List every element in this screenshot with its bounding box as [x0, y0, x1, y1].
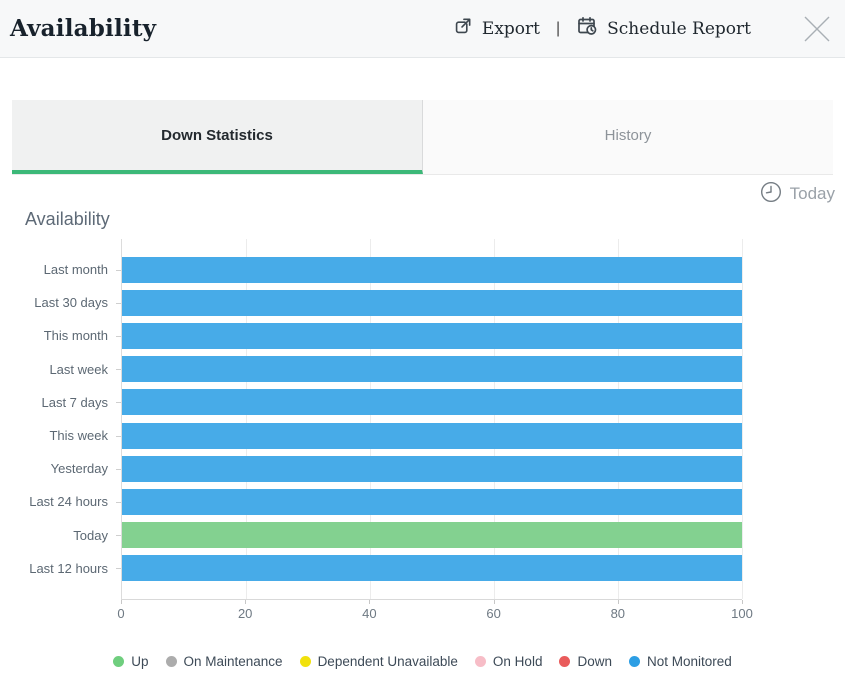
legend-item[interactable]: On Hold — [474, 653, 543, 669]
legend-label: Down — [577, 653, 612, 669]
schedule-report-icon — [576, 15, 598, 42]
chart-bar[interactable] — [122, 522, 742, 549]
legend-label: On Hold — [492, 653, 543, 669]
tab-history[interactable]: History — [423, 100, 833, 174]
x-tick-mark — [742, 599, 743, 604]
chart-bar[interactable] — [122, 356, 742, 383]
bar-row — [122, 319, 742, 352]
tab-bar: Down Statistics History — [12, 100, 833, 175]
legend-dot — [113, 655, 125, 667]
close-button[interactable] — [801, 13, 833, 45]
category-label: Today — [0, 519, 121, 552]
legend-dot — [474, 655, 486, 667]
header-separator: | — [555, 19, 561, 37]
y-axis-labels: Last month Last 30 days This month Last wee… — [0, 239, 121, 600]
x-axis: 0 20 40 60 80 100 — [117, 599, 753, 626]
x-tick-label: 100 — [731, 605, 753, 621]
clock-icon — [760, 181, 782, 208]
x-tick-label: 20 — [237, 605, 253, 621]
legend-dot — [299, 655, 311, 667]
gridline — [742, 239, 743, 599]
legend-label: Up — [131, 653, 149, 669]
bar-row — [122, 386, 742, 419]
tab-down-statistics[interactable]: Down Statistics — [12, 100, 423, 174]
x-tick-label: 80 — [610, 605, 626, 621]
chart-bar[interactable] — [122, 422, 742, 449]
gridline — [246, 239, 247, 599]
bar-row — [122, 519, 742, 552]
x-tick-label: 40 — [362, 605, 377, 621]
export-icon — [452, 16, 473, 42]
gridline — [370, 239, 371, 599]
category-label: Last 12 hours — [0, 552, 121, 585]
category-label: Last month — [0, 253, 121, 286]
x-tick-mark — [617, 599, 619, 604]
close-icon — [804, 16, 830, 41]
x-tick-mark — [121, 599, 122, 604]
plot-area — [121, 239, 743, 600]
legend-dot — [559, 655, 571, 667]
category-label: This month — [0, 319, 121, 352]
bar-row — [122, 353, 742, 386]
legend-item[interactable]: Up — [113, 653, 149, 669]
dialog-title: Availability — [10, 15, 157, 42]
schedule-report-button[interactable]: Schedule Report — [576, 15, 751, 42]
chart-bar[interactable] — [122, 555, 742, 582]
legend-item[interactable]: Not Monitored — [628, 653, 732, 669]
legend-label: On Maintenance — [183, 653, 283, 669]
bar-row — [122, 452, 742, 485]
category-label: This week — [0, 419, 121, 452]
legend-item[interactable]: Dependent Unavailable — [299, 653, 458, 669]
legend-label: Dependent Unavailable — [317, 653, 458, 669]
bar-row — [122, 552, 742, 585]
legend-dot — [628, 655, 640, 667]
legend-dot — [165, 655, 177, 667]
time-range-label: Today — [789, 184, 835, 203]
export-button[interactable]: Export — [452, 16, 540, 42]
chart-title: Availability — [25, 209, 110, 229]
legend-label: Not Monitored — [646, 653, 732, 669]
bar-row — [122, 286, 742, 319]
chart-bar[interactable] — [122, 256, 742, 283]
chart-bar[interactable] — [122, 455, 742, 482]
x-tick-label: 60 — [486, 605, 501, 621]
chart-legend: Up On Maintenance Dependent Unavailable On … — [0, 654, 845, 669]
category-label: Last week — [0, 353, 121, 386]
header-actions: Export | Schedule Report — [452, 13, 833, 45]
category-label: Yesterday — [0, 452, 121, 485]
category-label: Last 30 days — [0, 286, 121, 319]
bar-row — [122, 419, 742, 452]
chart-bar[interactable] — [122, 289, 742, 316]
chart-bar[interactable] — [122, 488, 742, 515]
x-tick-mark — [369, 599, 371, 604]
category-label: Last 24 hours — [0, 485, 121, 518]
export-label: Export — [481, 18, 540, 39]
bar-row — [122, 253, 742, 286]
availability-chart: Last month Last 30 days This month Last wee… — [0, 239, 845, 669]
legend-item[interactable]: Down — [559, 654, 612, 669]
chart-bar[interactable] — [122, 322, 742, 349]
chart-bar[interactable] — [122, 389, 742, 416]
gridline — [618, 239, 619, 599]
x-tick-mark — [493, 599, 495, 604]
bar-row — [122, 485, 742, 518]
category-label: Last 7 days — [0, 386, 121, 419]
legend-item[interactable]: On Maintenance — [165, 653, 283, 669]
dialog-header: Availability Export | — [0, 0, 845, 58]
x-tick-label: 0 — [117, 605, 125, 621]
schedule-report-label: Schedule Report — [607, 18, 751, 39]
x-tick-mark — [245, 599, 247, 604]
time-range-selector[interactable]: Today — [0, 175, 845, 207]
gridline — [494, 239, 495, 599]
